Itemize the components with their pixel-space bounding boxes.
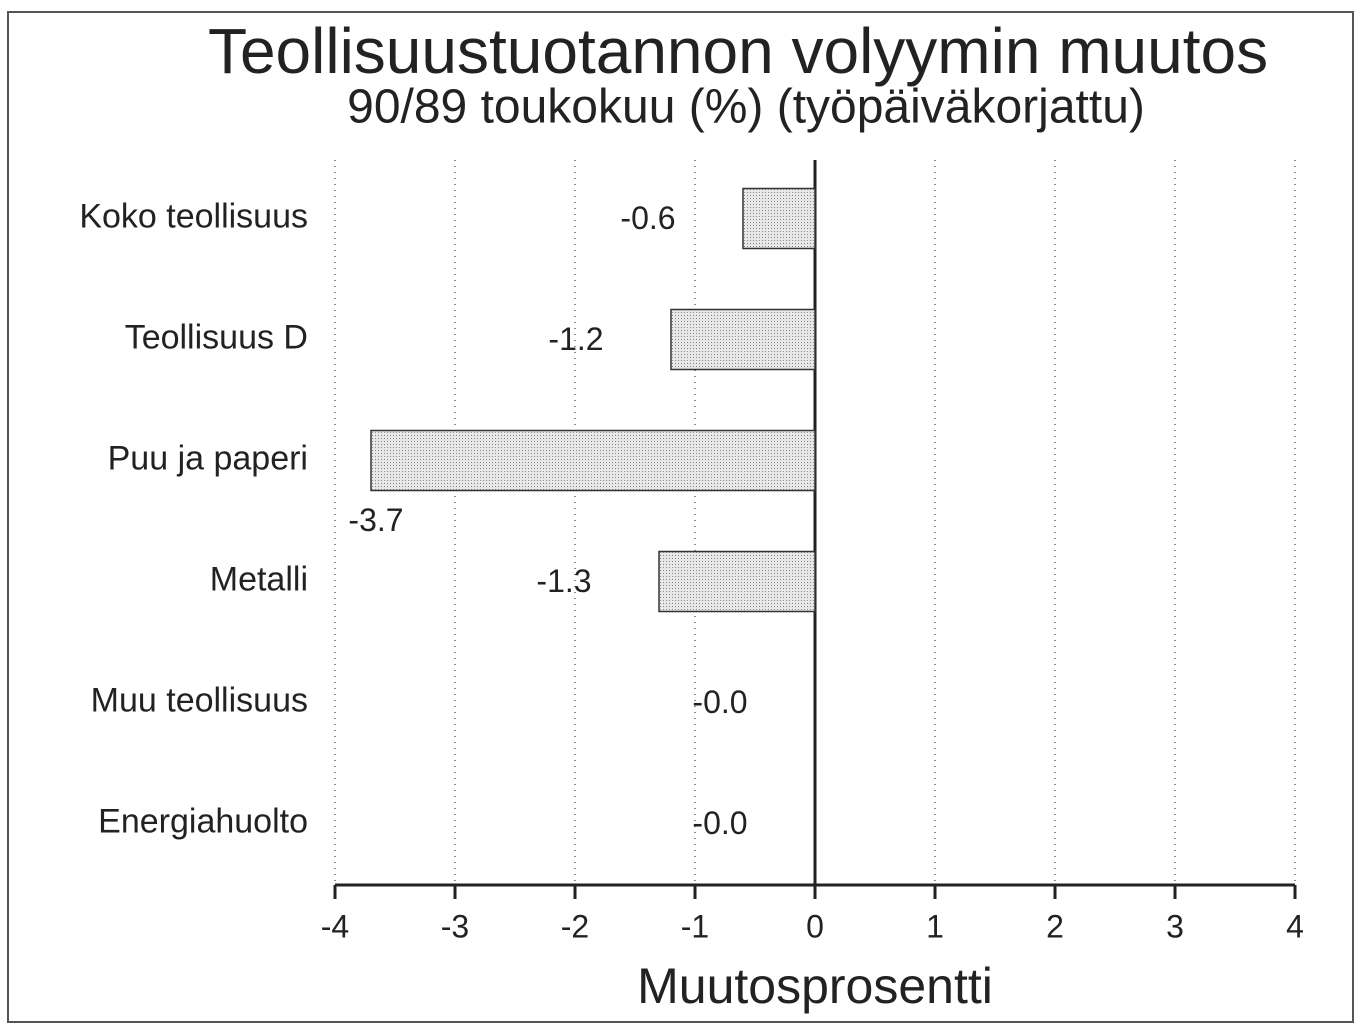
value-label: -0.6 — [620, 200, 675, 236]
x-tick-label: 3 — [1166, 908, 1184, 944]
y-tick-label: Puu ja paperi — [108, 439, 308, 477]
x-tick-label: 2 — [1046, 908, 1064, 944]
value-label: -0.0 — [692, 805, 747, 841]
chart-title: Teollisuustuotannon volyymin muutos — [208, 15, 1268, 87]
x-tick-label: -4 — [321, 908, 349, 944]
x-axis-label: Muutosprosentti — [637, 958, 993, 1014]
value-label: -1.2 — [548, 321, 603, 357]
y-tick-label: Metalli — [210, 560, 308, 598]
value-label: -3.7 — [348, 502, 403, 538]
x-tick-label: -1 — [681, 908, 709, 944]
y-tick-label: Energiahuolto — [98, 802, 308, 840]
frame — [7, 11, 1354, 1023]
value-label: -1.3 — [536, 563, 591, 599]
value-label: -0.0 — [692, 684, 747, 720]
x-tick-label: 4 — [1286, 908, 1304, 944]
x-tick-label: -3 — [441, 908, 469, 944]
bar — [670, 308, 816, 371]
bar — [370, 429, 816, 492]
y-tick-label: Koko teollisuus — [79, 197, 308, 235]
y-tick-label: Muu teollisuus — [91, 681, 308, 719]
x-tick-label: -2 — [561, 908, 589, 944]
bar — [742, 187, 816, 250]
x-tick-label: 1 — [926, 908, 944, 944]
chart-subtitle: 90/89 toukokuu (%) (työpäiväkorjattu) — [347, 81, 1145, 134]
bar — [658, 550, 816, 613]
x-tick-label: 0 — [806, 908, 824, 944]
y-tick-label: Teollisuus D — [125, 318, 308, 356]
